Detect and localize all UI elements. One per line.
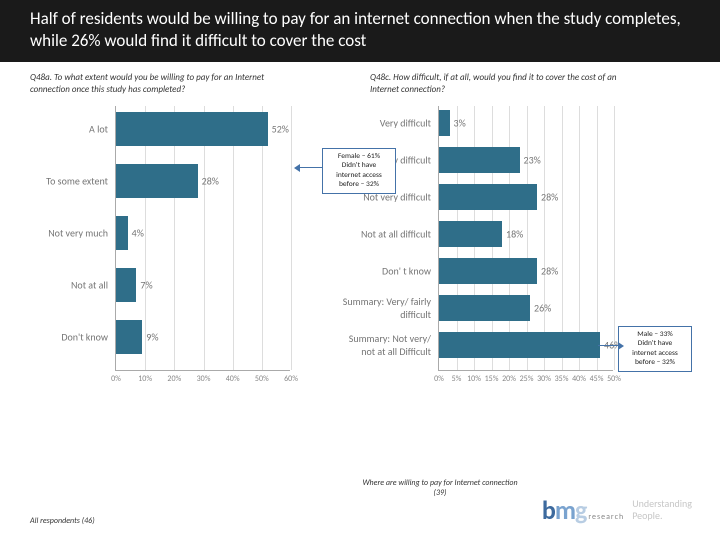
bar xyxy=(439,184,537,210)
xaxis-tick: 10% xyxy=(138,374,152,384)
callout-right-arrow xyxy=(598,345,618,346)
bar xyxy=(116,268,136,302)
xaxis-tick: 50% xyxy=(607,374,621,384)
xaxis-tick: 25% xyxy=(520,374,534,384)
gridline xyxy=(597,106,598,370)
bar-label: Don't know xyxy=(13,330,108,343)
gridline xyxy=(562,106,563,370)
bar-label: A lot xyxy=(13,122,108,135)
callout-right-l1: Didn't have xyxy=(623,339,687,348)
logo-m: m xyxy=(555,494,575,526)
bar xyxy=(439,110,450,136)
bar-label: To some extent xyxy=(13,174,108,187)
bar-value: 52% xyxy=(272,122,289,135)
question-right: Q48c. How difficult, if at all, would yo… xyxy=(370,72,630,95)
bar-label: Summary: Not very/ not at all Difficult xyxy=(336,332,431,358)
gridline xyxy=(291,106,292,370)
charts-row: 0% 10% 20% 30% 40% 50% 60% A lot 52% To some exte… xyxy=(0,96,720,396)
title-text: Half of residents would be willing to pa… xyxy=(30,8,681,51)
bar-value: 28% xyxy=(541,264,558,277)
bar xyxy=(439,332,600,358)
bar-value: 23% xyxy=(524,153,541,166)
xaxis-tick: 0% xyxy=(111,374,121,384)
bar xyxy=(439,221,502,247)
bar-label: Very difficult xyxy=(336,116,431,129)
xaxis-tick: 20% xyxy=(167,374,181,384)
logo-b: b xyxy=(542,494,555,526)
bar xyxy=(116,216,128,250)
gridline xyxy=(527,106,528,370)
question-row: Q48a. To what extent would you be willin… xyxy=(0,62,720,95)
bar-value: 3% xyxy=(454,116,466,129)
xaxis-tick: 40% xyxy=(226,374,240,384)
callout-right-l0: Male – 33% xyxy=(623,330,687,339)
bar-value: 28% xyxy=(541,190,558,203)
callout-left-l0: Female – 61% xyxy=(327,152,391,161)
bar xyxy=(116,164,198,198)
xaxis-tick: 60% xyxy=(284,374,298,384)
plot-left: 0%10%20%30%40%50%60%A lot52%To some exte… xyxy=(115,106,290,371)
bar xyxy=(439,258,537,284)
logo-g: g xyxy=(575,494,586,526)
logo-sub: research xyxy=(588,512,624,522)
xaxis-tick: 45% xyxy=(590,374,604,384)
bar-value: 26% xyxy=(534,301,551,314)
bar-value: 18% xyxy=(506,227,523,240)
xaxis-tick: 30% xyxy=(197,374,211,384)
gridline xyxy=(579,106,580,370)
bar-label: Summary: Very/ fairly difficult xyxy=(336,295,431,321)
bar-label: Not at all xyxy=(13,278,108,291)
xaxis-tick: 35% xyxy=(555,374,569,384)
bar-value: 28% xyxy=(202,174,219,187)
bar-label: Not at all difficult xyxy=(336,227,431,240)
bar-value: 9% xyxy=(146,330,158,343)
callout-right: Male – 33% Didn't have internet access b… xyxy=(618,326,692,372)
xaxis-tick: 10% xyxy=(467,374,481,384)
callout-left-l3: before – 32% xyxy=(327,180,391,189)
gridline xyxy=(614,106,615,370)
xaxis-tick: 0% xyxy=(434,374,444,384)
callout-left: Female – 61% Didn't have internet access… xyxy=(322,148,396,194)
xaxis-tick: 5% xyxy=(452,374,462,384)
question-left: Q48a. To what extent would you be willin… xyxy=(30,72,290,95)
callout-left-l2: internet access xyxy=(327,171,391,180)
logo-mark: b m g research xyxy=(542,494,624,526)
gridline xyxy=(544,106,545,370)
xaxis-tick: 50% xyxy=(255,374,269,384)
logo-tagline: Understanding People. xyxy=(632,498,692,522)
logo: b m g research Understanding People. xyxy=(542,494,692,526)
callout-right-l3: before – 32% xyxy=(623,358,687,367)
bar xyxy=(439,295,530,321)
callout-right-l2: internet access xyxy=(623,349,687,358)
callout-left-l1: Didn't have xyxy=(327,161,391,170)
bar xyxy=(439,147,520,173)
bar-label: Not very much xyxy=(13,226,108,239)
xaxis-tick: 30% xyxy=(537,374,551,384)
slide-title: Half of residents would be willing to pa… xyxy=(0,0,720,62)
bar xyxy=(116,112,268,146)
footnote-mid: Where are willing to pay for Internet co… xyxy=(360,478,520,498)
bar-label: Don' t know xyxy=(336,264,431,277)
logo-tag2: People. xyxy=(632,510,692,522)
bar xyxy=(116,320,142,354)
plot-right: 0%5%10%15%20%25%30%35%40%45%50%Very diff… xyxy=(438,106,613,371)
footnote-left: All respondents (46) xyxy=(30,516,95,526)
xaxis-tick: 15% xyxy=(485,374,499,384)
xaxis-tick: 20% xyxy=(502,374,516,384)
chart-left: 0%10%20%30%40%50%60%A lot52%To some exte… xyxy=(30,106,310,396)
xaxis-tick: 40% xyxy=(572,374,586,384)
bar-value: 4% xyxy=(132,226,144,239)
callout-left-arrow xyxy=(300,167,322,168)
bar-value: 7% xyxy=(140,278,152,291)
